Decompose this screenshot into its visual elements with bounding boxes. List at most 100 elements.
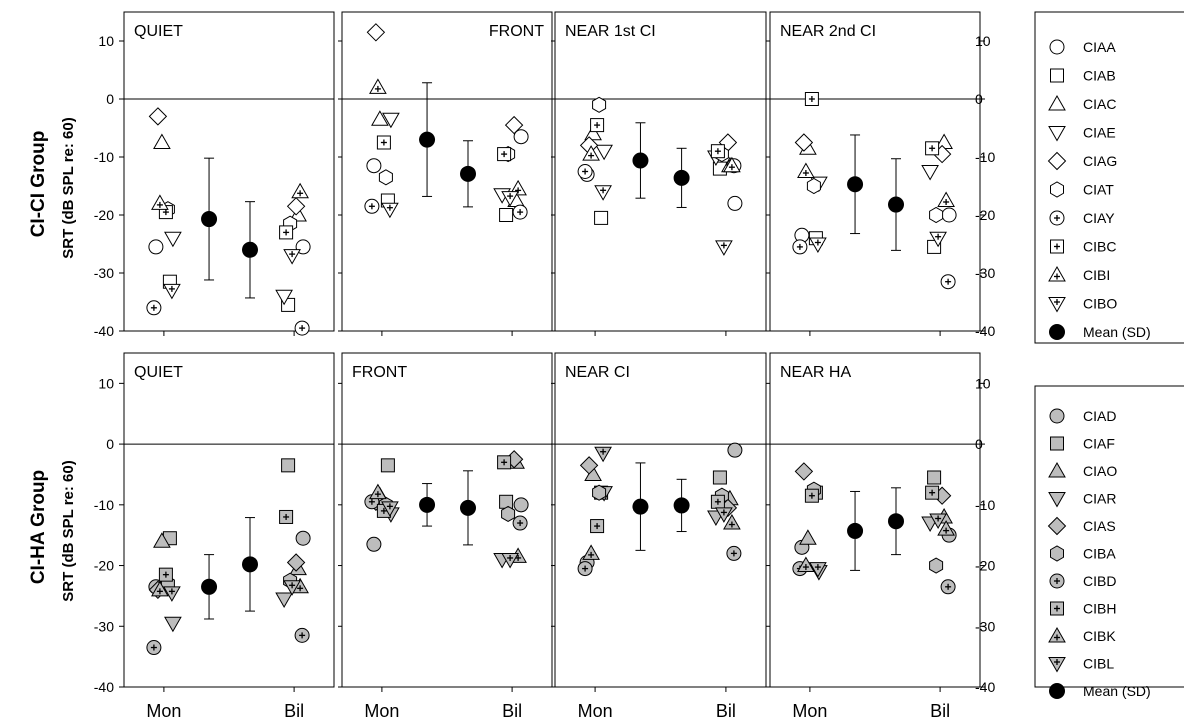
legend-label: CIAR (1083, 491, 1116, 507)
legend-label: CIAB (1083, 68, 1116, 84)
point-ciao-mon (799, 529, 817, 545)
legend-marker-shape (1047, 516, 1067, 536)
mean-point (460, 499, 476, 516)
point-cibk-mon (151, 580, 169, 597)
legend-marker-shape (1050, 436, 1064, 451)
y-tick-label-left: -40 (94, 323, 114, 339)
legend-item-cibh: CIBH (1050, 601, 1116, 617)
panel-frame (123, 352, 335, 688)
legend-item-ciae: CIAE (1048, 125, 1116, 142)
legend-marker (1048, 492, 1066, 508)
mean-sd-bil (460, 140, 476, 208)
legend-item-ciay: CIAY (1049, 210, 1115, 226)
point-cibk-mon (797, 556, 815, 573)
point-ciar-mon-shape (164, 616, 182, 633)
legend-label: Mean (SD) (1083, 324, 1151, 340)
legend-marker (1050, 239, 1064, 254)
point-ciac-mon-shape (153, 133, 171, 149)
y-tick-label-right: -20 (975, 207, 995, 223)
point-ciac-mon-shape (371, 110, 389, 126)
point-cibc-mon (376, 135, 391, 150)
mean-point (201, 211, 218, 228)
mean-sd-bil (888, 487, 904, 556)
mean-sd-bil (673, 147, 690, 208)
mean-point (201, 578, 218, 595)
point-cibd-bil (512, 515, 528, 531)
mean-sd-mon (201, 157, 218, 281)
point-ciaa-mon-shape (366, 158, 382, 174)
y-tick-label-right: -10 (975, 149, 995, 165)
legend-item-ciac: CIAC (1048, 94, 1116, 112)
point-ciae-bil-shape (921, 165, 939, 181)
mean-sd-mon (419, 483, 436, 527)
point-cibo-mon (809, 237, 827, 254)
y-tick-label-left: 0 (106, 436, 114, 452)
panel-frame (123, 11, 335, 332)
point-ciaf-bil (281, 458, 296, 473)
point-ciba-mon (592, 484, 607, 501)
point-cibi-mon (797, 162, 815, 178)
point-cibh-mon (590, 519, 605, 534)
point-cibi-mon (582, 145, 600, 161)
point-ciab-bil-shape (499, 208, 514, 222)
point-cibo-mon (381, 202, 399, 219)
legend-mean-marker (1049, 324, 1065, 340)
y-tick-label-right: -10 (975, 497, 995, 513)
legend-item-cias: CIAS (1047, 516, 1116, 536)
point-cibl-bil (501, 552, 519, 569)
y-tick-label-left: 10 (98, 33, 114, 49)
point-ciao-mon-shape (153, 532, 171, 548)
legend-item-ciat: CIAT (1050, 181, 1114, 198)
panel-title: QUIET (134, 23, 183, 40)
point-cibc-bil (925, 141, 940, 156)
mean-sd-bil (888, 158, 904, 251)
point-cibh-mon (158, 567, 173, 582)
point-ciay-mon (146, 300, 162, 316)
point-cias-bil (286, 553, 306, 572)
point-ciac-bil (289, 205, 307, 222)
legend-item-ciba: CIBA (1050, 545, 1116, 562)
point-cibk-bil (723, 514, 741, 530)
legend-item-mean-sd: Mean (SD) (1049, 324, 1151, 340)
legend-item-cibc: CIBC (1050, 239, 1116, 255)
x-tick-label-mon: Mon (146, 701, 181, 721)
legend-marker-shape (1047, 151, 1067, 171)
point-ciac-mon (153, 133, 171, 149)
y-tick-label-left: -40 (94, 679, 114, 695)
point-ciao-mon (153, 532, 171, 548)
point-ciaf-bil-shape (712, 470, 727, 485)
legend-label: CIBI (1083, 267, 1110, 283)
legend-marker (1048, 265, 1066, 282)
point-ciat-mon-shape (378, 169, 393, 186)
legend-marker-shape (1049, 39, 1065, 55)
y-tick-label-right: 10 (975, 33, 991, 49)
y-tick-label-left: -30 (94, 265, 114, 281)
legend-marker (1047, 151, 1067, 171)
point-cias-mon-shape (579, 456, 599, 475)
panel-ci-ha-near-ha: NEAR HA Mon Bil (766, 352, 981, 721)
legend-marker-shape (1048, 461, 1066, 478)
mean-sd-mon (632, 462, 649, 551)
mean-point (888, 513, 904, 530)
point-cibd-bil (294, 627, 310, 643)
legend-frame (1034, 11, 1184, 344)
legend-item-ciar: CIAR (1048, 491, 1116, 508)
point-cias-mon (579, 456, 599, 475)
mean-sd-mon (419, 82, 436, 197)
point-cibc-bil (279, 225, 294, 240)
point-ciay-mon (577, 164, 593, 179)
point-ciag-mon (366, 23, 386, 42)
legend-marker (1049, 573, 1065, 589)
x-tick-label-bil: Bil (284, 701, 304, 721)
legend-marker (1049, 39, 1065, 55)
point-ciae-mon-shape (164, 231, 182, 248)
point-ciat-mon (378, 169, 393, 186)
mean-sd-bil (242, 201, 258, 299)
legend-item-cibi: CIBI (1048, 265, 1110, 283)
point-cias-bil-shape (286, 553, 306, 572)
y-tick-label-left: -10 (94, 497, 114, 513)
point-ciat-mon-shape (592, 96, 607, 113)
legend-label: CIAT (1083, 182, 1114, 198)
panel-ci-ha-near-ci: NEAR CI Mon Bil (551, 352, 767, 721)
